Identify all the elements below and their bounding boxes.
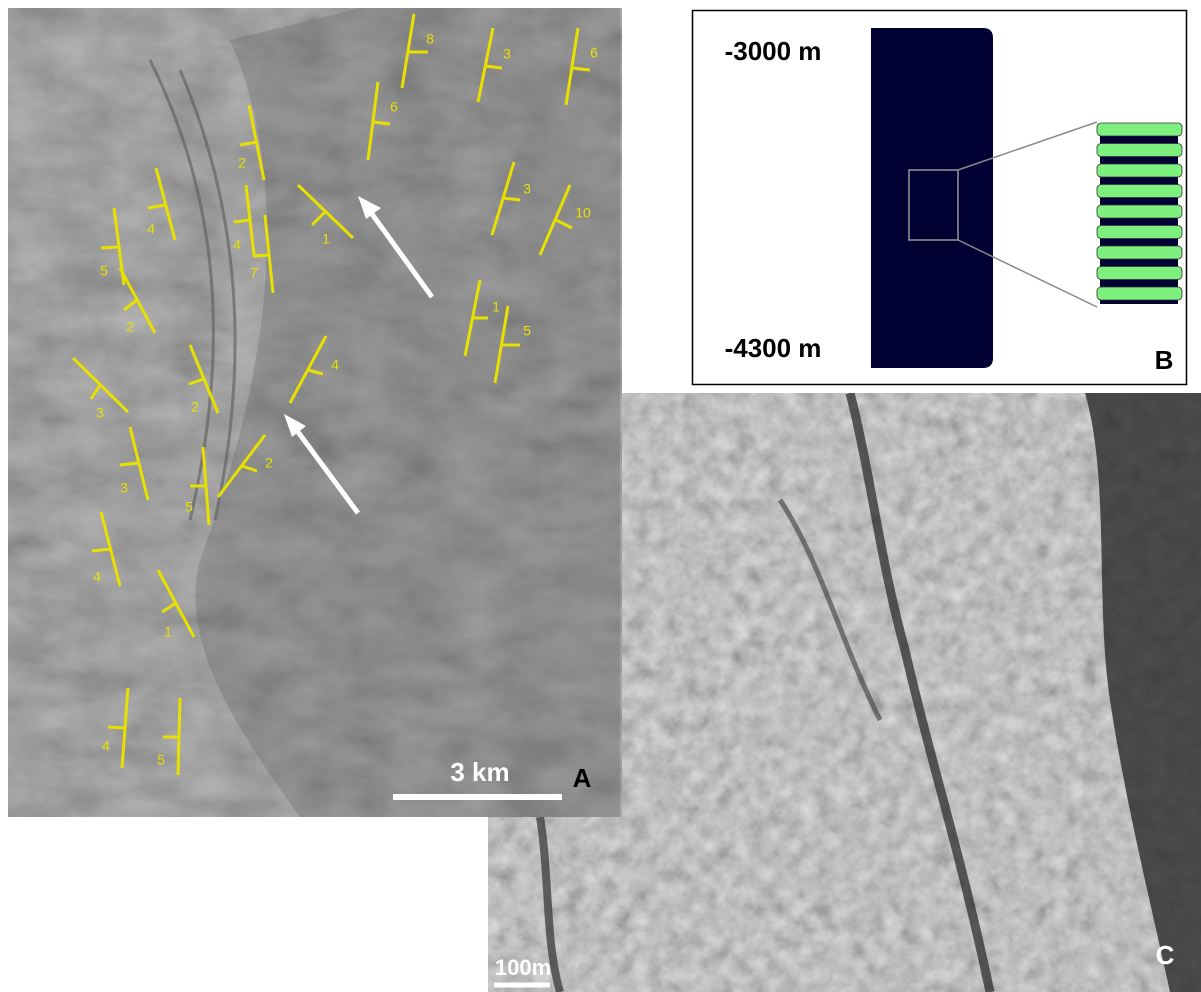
panel-label: A — [573, 763, 592, 793]
stripe — [1097, 205, 1182, 218]
dip-label: 3 — [120, 480, 128, 496]
dip-label: 1 — [492, 299, 500, 315]
dip-label: 5 — [185, 499, 193, 515]
stripe — [1097, 123, 1182, 136]
dip-label: 7 — [250, 265, 258, 281]
scale-bar-label: 100m — [495, 955, 551, 980]
elevation-label: -3000 m — [725, 36, 822, 66]
dip-label: 6 — [390, 99, 398, 115]
panel-b: -3000 m -4300 m B — [693, 11, 1187, 385]
stripe — [1097, 267, 1182, 280]
panel-label: C — [1156, 940, 1175, 970]
panel-label: B — [1155, 345, 1174, 375]
figure: 83662413104752154323254145 3 km A -3000 … — [0, 0, 1201, 992]
stripe — [1097, 144, 1182, 157]
stripes — [1097, 123, 1182, 300]
dip-label: 5 — [100, 263, 108, 279]
dip-label: 3 — [503, 46, 511, 62]
elevation-label: -4300 m — [725, 333, 822, 363]
dip-label: 8 — [426, 31, 434, 47]
page: 83662413104752154323254145 3 km A -3000 … — [0, 0, 1201, 992]
dip-label: 4 — [147, 221, 155, 237]
dip-label: 2 — [191, 399, 199, 415]
dip-tick — [572, 68, 590, 70]
dip-label: 4 — [93, 569, 101, 585]
dip-label: 4 — [102, 738, 110, 754]
dip-label: 4 — [233, 237, 241, 253]
dip-label: 2 — [126, 319, 134, 335]
dip-label: 4 — [331, 357, 339, 373]
dip-tick — [253, 255, 269, 256]
dip-label: 2 — [238, 155, 246, 171]
dip-label: 3 — [523, 181, 531, 197]
column — [871, 28, 993, 368]
dip-label: 5 — [157, 752, 165, 768]
stripe — [1097, 246, 1182, 259]
dip-label: 10 — [575, 205, 591, 221]
stripe — [1097, 287, 1182, 300]
dip-tick — [485, 66, 502, 68]
dip-label: 1 — [322, 231, 330, 247]
dip-tick — [234, 220, 250, 222]
stripe — [1097, 226, 1182, 239]
dip-tick — [92, 549, 110, 551]
scale-bar-label: 3 km — [450, 757, 509, 787]
dip-tick — [503, 198, 520, 200]
dip-tick — [120, 463, 139, 465]
dip-tick — [373, 122, 390, 124]
dip-tick — [108, 727, 125, 728]
stripe — [1097, 185, 1182, 198]
dip-label: 1 — [164, 624, 172, 640]
dip-label: 6 — [590, 45, 598, 61]
dip-label: 5 — [523, 323, 531, 339]
dip-tick — [101, 247, 119, 248]
dip-label: 3 — [96, 405, 104, 421]
dip-label: 2 — [265, 455, 273, 471]
stripe — [1097, 164, 1182, 177]
